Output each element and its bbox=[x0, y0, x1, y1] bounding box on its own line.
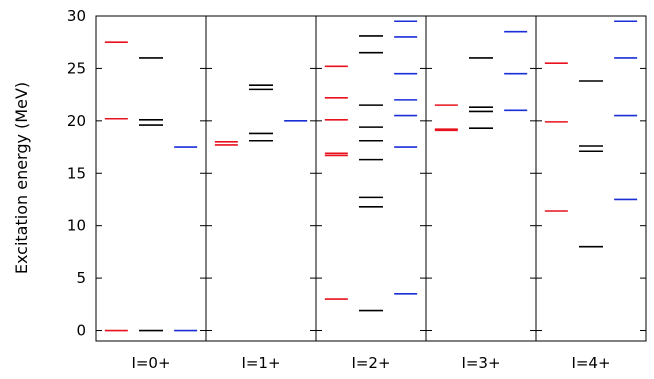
x-tick-label: I=2+ bbox=[351, 354, 390, 372]
y-axis-title: Excitation energy (MeV) bbox=[12, 82, 31, 274]
x-tick-label: I=4+ bbox=[571, 354, 610, 372]
y-tick-label: 15 bbox=[67, 164, 86, 182]
y-tick-label: 5 bbox=[76, 269, 86, 287]
x-axis: I=0+ I=1+ I=2+ I=3+ I=4+ bbox=[131, 354, 610, 372]
column-dividers bbox=[205, 16, 537, 341]
x-tick-label: I=3+ bbox=[461, 354, 500, 372]
y-tick-label: 25 bbox=[67, 59, 86, 77]
x-tick-label: I=0+ bbox=[131, 354, 170, 372]
y-tick-label: 20 bbox=[67, 112, 86, 130]
plot-frame bbox=[95, 15, 647, 342]
y-tick-label: 0 bbox=[76, 322, 86, 340]
y-tick-label: 10 bbox=[67, 217, 86, 235]
y-axis: 0 5 10 15 20 25 30 bbox=[67, 7, 646, 340]
y-tick-label: 30 bbox=[67, 7, 86, 25]
energy-levels bbox=[104, 20, 638, 332]
x-tick-label: I=1+ bbox=[241, 354, 280, 372]
